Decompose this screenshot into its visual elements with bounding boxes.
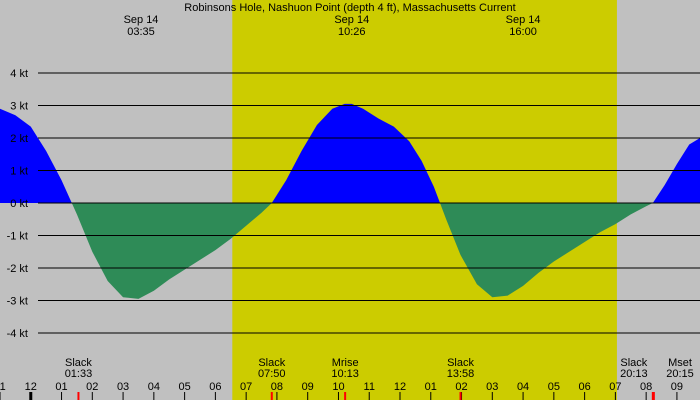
top-time-label: 16:00 (509, 26, 537, 38)
y-tick-label: -3 kt (7, 296, 28, 308)
chart-title: Robinsons Hole, Nashuon Point (depth 4 f… (184, 2, 515, 14)
current-area-layer (0, 103, 700, 299)
hour-tick-label: 07 (240, 381, 252, 393)
hour-tick-label: 03 (486, 381, 498, 393)
event-marker (344, 392, 347, 400)
hour-tick-label: 02 (455, 381, 467, 393)
hour-tick-label: 03 (117, 381, 129, 393)
ebb-area (0, 203, 700, 299)
event-name-label: Mrise (332, 357, 359, 369)
hour-tick-label: 10 (332, 381, 344, 393)
hour-tick-label: 06 (209, 381, 221, 393)
y-tick-label: 0 kt (10, 198, 28, 210)
hour-tick-label: 06 (578, 381, 590, 393)
midnight-marker (29, 392, 33, 400)
hour-tick-label: 09 (671, 381, 683, 393)
event-time-label: 07:50 (258, 368, 286, 380)
event-marker (459, 392, 462, 400)
event-time-label: 10:13 (331, 368, 359, 380)
top-time-label: 03:35 (127, 26, 155, 38)
event-name-label: Slack (65, 357, 92, 369)
event-marker (652, 392, 655, 400)
event-marker (77, 392, 80, 400)
top-date-label: Sep 14 (124, 14, 159, 26)
hour-tick-label: 04 (148, 381, 160, 393)
event-marker (651, 392, 654, 400)
event-time-label: 20:13 (620, 368, 648, 380)
hour-tick-label: 12 (394, 381, 406, 393)
hour-tick-label: 02 (86, 381, 98, 393)
event-name-label: Slack (620, 357, 647, 369)
event-name-label: Slack (258, 357, 285, 369)
event-time-label: 20:15 (666, 368, 694, 380)
y-tick-label: -1 kt (7, 231, 28, 243)
event-time-label: 01:33 (65, 368, 93, 380)
event-name-label: Mset (668, 357, 692, 369)
y-tick-label: -2 kt (7, 263, 28, 275)
y-tick-label: 4 kt (10, 68, 28, 80)
event-marker (270, 392, 273, 400)
label-layer: Robinsons Hole, Nashuon Point (depth 4 f… (0, 2, 694, 393)
hour-tick-label: 01 (55, 381, 67, 393)
hour-tick-label: 11 (0, 381, 6, 393)
y-tick-label: -4 kt (7, 328, 28, 340)
hour-tick-label: 11 (364, 381, 375, 393)
y-tick-label: 1 kt (10, 166, 28, 178)
top-date-label: Sep 14 (334, 14, 369, 26)
top-date-label: Sep 14 (506, 14, 541, 26)
hour-tick-label: 07 (609, 381, 621, 393)
top-time-label: 10:26 (338, 26, 366, 38)
y-tick-label: 3 kt (10, 101, 28, 113)
hour-tick-label: 05 (178, 381, 190, 393)
y-tick-label: 2 kt (10, 133, 28, 145)
hour-tick-label: 12 (25, 381, 37, 393)
gridline-layer (0, 72, 700, 400)
hour-tick-label: 05 (548, 381, 560, 393)
hour-tick-label: 09 (302, 381, 314, 393)
event-time-label: 13:58 (447, 368, 475, 380)
hour-tick-label: 01 (425, 381, 437, 393)
event-name-label: Slack (447, 357, 474, 369)
hour-tick-label: 08 (271, 381, 283, 393)
hour-tick-label: 04 (517, 381, 529, 393)
hour-tick-label: 08 (640, 381, 652, 393)
flood-area (0, 103, 700, 203)
